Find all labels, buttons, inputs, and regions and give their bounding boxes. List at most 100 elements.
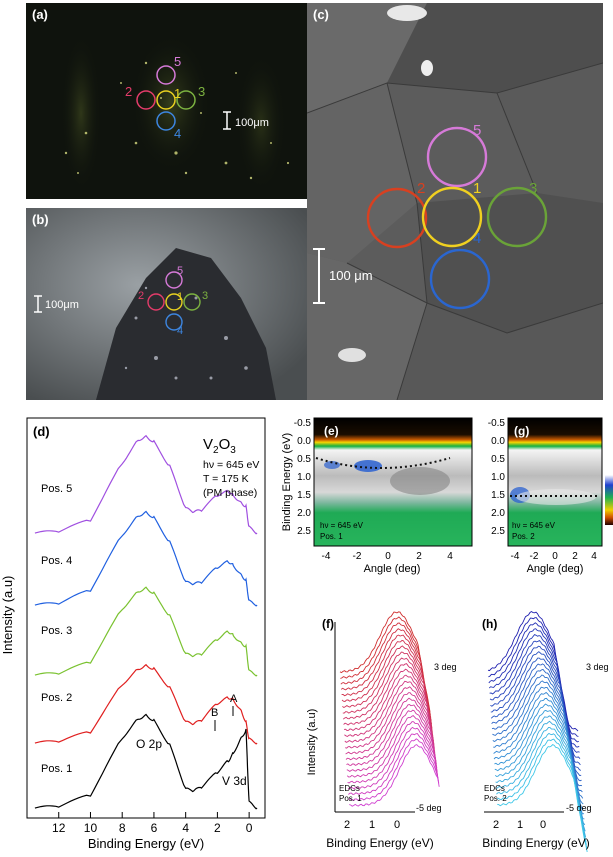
edc-curve [344,680,436,753]
svg-text:4: 4 [591,551,597,562]
series-label-pos1: Pos. 1 [41,763,72,775]
edc-curve [344,674,435,749]
panel-g-info-energy: hν = 645 eV [512,521,556,530]
b-marker-5-label: 5 [177,265,183,277]
f-y-axis-label: Intensity (a.u) [306,709,318,776]
svg-text:2.0: 2.0 [491,508,505,519]
edc-curve [346,704,437,766]
g-x-ticks: -4 -2 0 2 4 [511,551,598,562]
x-tick-label: 4 [182,821,189,835]
scale-bar-label: 100 μm [329,268,373,283]
b-marker-1-label: 1 [177,291,183,303]
x-tick-label: 8 [119,821,126,835]
x-tick-label: 10 [84,821,98,835]
energy-label: hν = 645 eV [203,459,259,471]
edc-curve [342,651,434,737]
edc-curve [340,616,431,716]
x-ticks: 12 10 8 6 4 2 0 [52,812,253,835]
y-axis-label: Intensity (a.u) [0,576,15,655]
x-tick-label: 2 [214,821,221,835]
f-edcs-label: EDCs [339,784,360,793]
panel-b-optical-image: 5 2 1 3 4 100μm (b) [26,208,308,400]
svg-text:2: 2 [572,551,578,562]
edc-curve [347,721,439,784]
panel-g-map: (g) hν = 645 eV Pos. 2 -0.5 0.0 0.5 1.0 … [488,417,613,575]
series-label-pos3: Pos. 3 [41,625,72,637]
svg-text:0.5: 0.5 [297,454,311,465]
edc-curve [346,709,438,772]
svg-text:0: 0 [385,551,391,562]
e-y-ticks: -0.5 0.0 0.5 1.0 1.5 2.0 2.5 [294,418,312,537]
v3d-label: V 3d [222,774,247,788]
edc-curve [341,634,433,725]
compound-label: V2O3 [203,436,236,456]
edc-curve [340,628,432,721]
edc-curve [343,663,435,742]
panel-g-label: (g) [514,424,529,438]
svg-text:-0.5: -0.5 [294,418,312,429]
panel-c-image: 5 2 1 3 4 100 μm [307,3,603,400]
edc-curve [347,726,439,790]
panel-d-label: (d) [33,424,50,439]
edc-curves [487,610,588,853]
b-marker-4-label: 4 [177,325,183,337]
panel-d-chart: (d) 12 10 8 6 4 2 0 Intensity (a.u) Binding En… [0,417,266,851]
edc-curve [340,622,432,718]
panel-f-label: (f) [322,617,334,631]
c-marker-2-label: 2 [417,180,425,197]
series-label-pos2: Pos. 2 [41,692,72,704]
panel-b-label: (b) [32,212,49,227]
c-marker-1-label: 1 [473,180,481,197]
edc-curve [495,720,587,838]
c-marker-4-label: 4 [473,230,481,247]
svg-text:1.5: 1.5 [297,490,311,501]
panel-a-optical-image: 5 2 1 3 4 100μm (a) [26,3,308,199]
panel-g: (g) hν = 645 eV Pos. 2 -0.5 0.0 0.5 1.0 … [478,415,613,575]
f-bottom-angle: -5 deg [416,803,442,813]
scale-bar [313,248,325,304]
svg-text:1: 1 [517,819,523,831]
scale-bar-label: 100μm [45,299,79,311]
edc-curve [496,732,587,846]
phase-label: (PM phase) [203,487,257,499]
panel-h-label: (h) [482,617,497,631]
edc-curves [339,611,440,807]
arpes-image [507,417,603,547]
svg-text:2: 2 [416,551,422,562]
o2p-label: O 2p [136,737,162,751]
h-edcs-label: EDCs [484,784,505,793]
spectrum-pos5 [34,434,258,535]
b-marker-2-label: 2 [138,290,144,302]
svg-text:2.5: 2.5 [297,526,311,537]
panel-f: (f) 3 deg -5 deg EDCs Pos. 1 Intensity (… [300,592,470,852]
edc-curve [345,697,437,762]
svg-text:2.5: 2.5 [491,526,505,537]
panel-g-info-pos: Pos. 2 [512,532,535,541]
panel-h: (h) 3 deg -5 deg EDCs Pos. 2 2 1 0 Bindi… [474,592,613,853]
x-tick-label: 12 [52,821,66,835]
e-x-axis-label: Angle (deg) [364,563,421,575]
marker-2-label: 2 [125,84,132,99]
peak-a-label: A [230,693,238,705]
panel-a-label: (a) [32,7,48,22]
edc-curve [494,715,586,832]
edc-curve [345,686,436,757]
panel-e: (e) hν = 645 eV Pos. 1 -0.5 0.0 0.5 1.0 … [280,415,475,575]
edc-curve [495,727,587,843]
svg-text:0.0: 0.0 [491,436,505,447]
scale-bar-label: 100μm [235,117,269,129]
temperature-label: T = 175 K [203,473,249,485]
svg-text:1: 1 [369,819,375,831]
svg-text:2: 2 [344,819,350,831]
plot-frame [26,417,266,819]
marker-4-label: 4 [174,126,181,141]
svg-text:0: 0 [394,819,400,831]
x-axis-label: Binding Energy (eV) [88,836,204,851]
edc-curve [346,715,438,778]
g-y-ticks: -0.5 0.0 0.5 1.0 1.5 2.0 2.5 [488,418,506,537]
series-label-pos4: Pos. 4 [41,555,72,567]
series-group [34,434,258,810]
peak-b-label: B [211,707,218,719]
edc-curve [341,639,433,729]
edc-curve [343,668,435,745]
